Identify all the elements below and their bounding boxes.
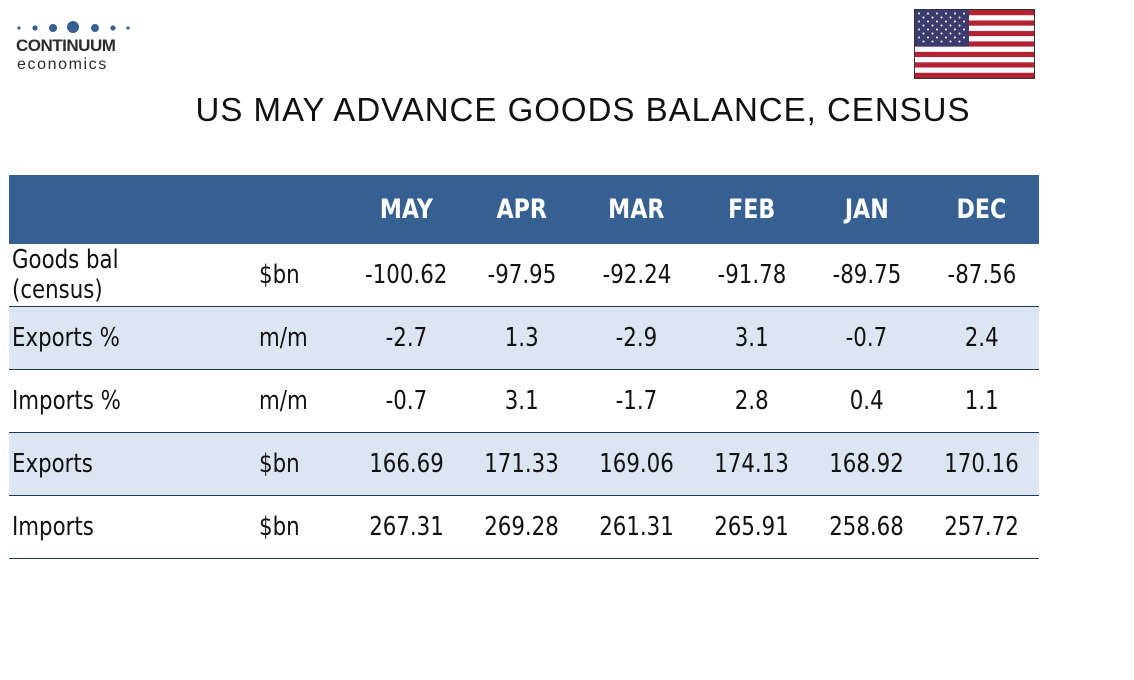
table-cell: 169.06 [579,432,694,496]
logo-name: CONTINUUM [16,36,116,55]
table-row: Exports % m/m -2.7 1.3 -2.9 3.1 -0.7 2.4 [9,306,1039,370]
row-label: Imports % [9,369,259,433]
table-cell: 0.4 [809,369,924,433]
header-cell-feb: FEB [694,175,809,244]
table-cell: 1.3 [464,306,579,370]
header-cell-jan: JAN [809,175,924,244]
table-cell: 166.69 [349,432,464,496]
header-cell [259,175,349,244]
row-unit: $bn [259,432,349,496]
table-cell: 2.8 [694,369,809,433]
page-title: US MAY ADVANCE GOODS BALANCE, CENSUS [195,91,971,128]
row-unit: $bn [259,495,349,559]
table-cell: 258.68 [809,495,924,559]
table-cell: 3.1 [464,369,579,433]
us-flag-icon [914,9,1035,79]
table-cell: -100.62 [349,244,464,307]
data-table: MAY APR MAR FEB JAN DEC Goods bal (censu… [9,175,1039,559]
table-cell: -0.7 [349,369,464,433]
table-cell: -1.7 [579,369,694,433]
table-cell: 2.4 [924,306,1039,370]
table-cell: 1.1 [924,369,1039,433]
table-cell: -2.7 [349,306,464,370]
table-cell: 3.1 [694,306,809,370]
logo-subtitle: economics [17,56,108,73]
table-cell: -89.75 [809,244,924,307]
table-cell: -92.24 [579,244,694,307]
logo-dots-icon [17,21,130,33]
header-cell-may: MAY [349,175,464,244]
table-cell: 174.13 [694,432,809,496]
row-label: Imports [9,495,259,559]
row-label: Goods bal (census) [9,244,259,307]
table-cell: 265.91 [694,495,809,559]
header-cell [9,175,259,244]
table-cell: 170.16 [924,432,1039,496]
table-cell: -91.78 [694,244,809,307]
header-cell-dec: DEC [924,175,1039,244]
table-row: Goods bal (census) $bn -100.62 -97.95 -9… [9,244,1039,307]
table-cell: 261.31 [579,495,694,559]
table-cell: -0.7 [809,306,924,370]
row-label: Exports [9,432,259,496]
continuum-logo: CONTINUUM economics [14,12,134,76]
row-unit: $bn [259,244,349,307]
header-cell-mar: MAR [579,175,694,244]
table-cell: -87.56 [924,244,1039,307]
row-unit: m/m [259,369,349,433]
table-cell: 269.28 [464,495,579,559]
table-row: Imports $bn 267.31 269.28 261.31 265.91 … [9,495,1039,559]
table-row: Exports $bn 166.69 171.33 169.06 174.13 … [9,432,1039,496]
header-cell-apr: APR [464,175,579,244]
table-cell: 168.92 [809,432,924,496]
table-cell: -97.95 [464,244,579,307]
row-unit: m/m [259,306,349,370]
table-row: Imports % m/m -0.7 3.1 -1.7 2.8 0.4 1.1 [9,369,1039,433]
row-label: Exports % [9,306,259,370]
table-header-row: MAY APR MAR FEB JAN DEC [9,175,1039,244]
table-cell: 267.31 [349,495,464,559]
table-cell: 171.33 [464,432,579,496]
table-cell: -2.9 [579,306,694,370]
table-cell: 257.72 [924,495,1039,559]
